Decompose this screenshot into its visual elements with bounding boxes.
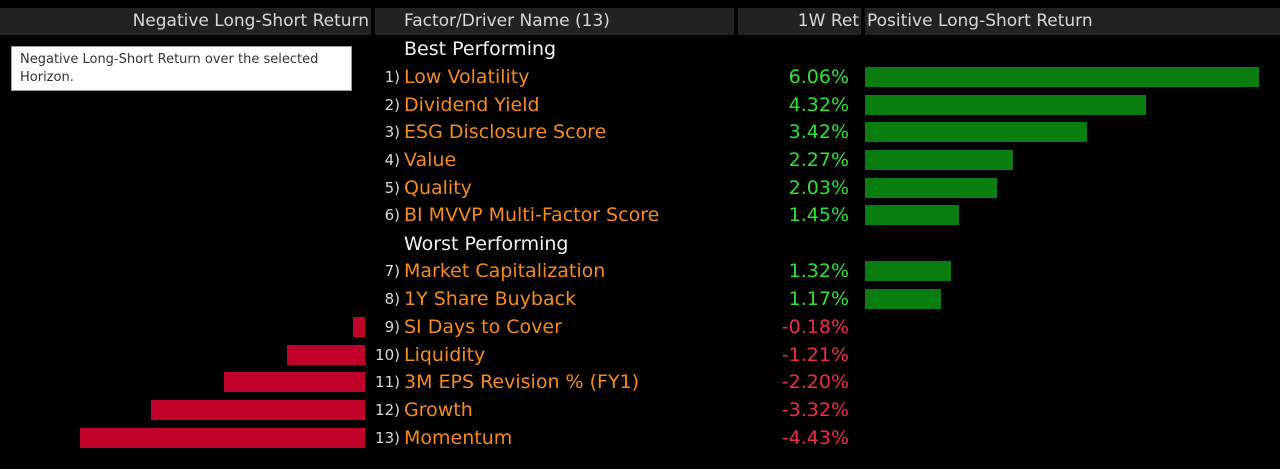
rank-label: 9) <box>384 318 400 336</box>
factor-name[interactable]: 1Y Share Buyback <box>404 288 577 310</box>
positive-return-column-header[interactable]: Positive Long-Short Return <box>865 8 1280 35</box>
return-value: 2.03% <box>788 177 849 199</box>
factor-row[interactable]: 11) 3M EPS Revision % (FY1) -2.20% <box>0 368 1280 396</box>
negative-return-bar <box>287 345 365 365</box>
rank-label: 2) <box>384 96 400 114</box>
factor-row[interactable]: 4) Value 2.27% <box>0 146 1280 174</box>
factor-name[interactable]: 3M EPS Revision % (FY1) <box>404 371 640 393</box>
rank-label: 12) <box>375 401 400 419</box>
return-value: 1.32% <box>788 260 849 282</box>
negative-return-bar <box>223 372 365 392</box>
factor-name[interactable]: Value <box>404 149 457 171</box>
column-header-tooltip: Negative Long-Short Return over the sele… <box>11 46 352 91</box>
return-value: 4.32% <box>788 94 849 116</box>
best-performing-section-label: Best Performing <box>404 38 557 60</box>
return-value: -2.20% <box>781 371 849 393</box>
factor-name[interactable]: BI MVVP Multi-Factor Score <box>404 204 660 226</box>
positive-return-bar <box>865 178 997 198</box>
rank-label: 5) <box>384 179 400 197</box>
factor-row[interactable]: 8) 1Y Share Buyback 1.17% <box>0 285 1280 313</box>
return-value: 1.45% <box>788 204 849 226</box>
return-value: 2.27% <box>788 149 849 171</box>
rank-label: 6) <box>384 206 400 224</box>
rank-label: 8) <box>384 290 400 308</box>
positive-return-bar <box>865 95 1146 115</box>
negative-return-column-header[interactable]: Negative Long-Short Return <box>0 8 371 35</box>
factor-name[interactable]: Dividend Yield <box>404 94 540 116</box>
factor-row[interactable]: 5) Quality 2.03% <box>0 174 1280 202</box>
factor-name[interactable]: Momentum <box>404 427 513 449</box>
factor-name[interactable]: Growth <box>404 399 473 421</box>
factor-row[interactable]: 10) Liquidity -1.21% <box>0 341 1280 369</box>
factor-row[interactable]: 6) BI MVVP Multi-Factor Score 1.45% <box>0 201 1280 229</box>
positive-return-bar <box>865 289 942 309</box>
return-value: -3.32% <box>781 399 849 421</box>
positive-return-bar <box>865 150 1013 170</box>
factor-row[interactable]: 13) Momentum -4.43% <box>0 424 1280 452</box>
factor-row[interactable]: 12) Growth -3.32% <box>0 396 1280 424</box>
rank-label: 10) <box>375 346 400 364</box>
factor-row[interactable]: 7) Market Capitalization 1.32% <box>0 257 1280 285</box>
return-value: -1.21% <box>781 344 849 366</box>
factor-name[interactable]: Low Volatility <box>404 66 530 88</box>
return-value: 6.06% <box>788 66 849 88</box>
weekly-return-column-header[interactable]: 1W Ret <box>738 8 861 35</box>
positive-return-bar <box>865 122 1088 142</box>
return-value: 1.17% <box>788 288 849 310</box>
rank-label: 1) <box>384 68 400 86</box>
rank-label: 7) <box>384 262 400 280</box>
rank-label: 4) <box>384 151 400 169</box>
negative-return-bar <box>151 400 365 420</box>
factor-row[interactable]: 2) Dividend Yield 4.32% <box>0 91 1280 119</box>
factor-row[interactable]: 9) SI Days to Cover -0.18% <box>0 313 1280 341</box>
negative-return-bar <box>80 428 365 448</box>
positive-return-bar <box>865 205 960 225</box>
return-value: -0.18% <box>781 316 849 338</box>
return-value: 3.42% <box>788 121 849 143</box>
factor-name[interactable]: Quality <box>404 177 472 199</box>
factor-row[interactable]: 1) Low Volatility 6.06% <box>0 63 1280 91</box>
positive-return-bar <box>865 67 1259 87</box>
factor-name[interactable]: Market Capitalization <box>404 260 606 282</box>
worst-performing-section-label: Worst Performing <box>404 233 569 255</box>
factor-name[interactable]: Liquidity <box>404 344 486 366</box>
rank-label: 13) <box>375 429 400 447</box>
factor-name-column-header[interactable]: Factor/Driver Name (13) <box>375 8 734 35</box>
positive-return-bar <box>865 261 951 281</box>
factor-name[interactable]: ESG Disclosure Score <box>404 121 607 143</box>
rank-label: 3) <box>384 123 400 141</box>
factor-row[interactable]: 3) ESG Disclosure Score 3.42% <box>0 118 1280 146</box>
negative-return-bar <box>353 317 365 337</box>
return-value: -4.43% <box>781 427 849 449</box>
factor-name[interactable]: SI Days to Cover <box>404 316 562 338</box>
rank-label: 11) <box>375 373 400 391</box>
